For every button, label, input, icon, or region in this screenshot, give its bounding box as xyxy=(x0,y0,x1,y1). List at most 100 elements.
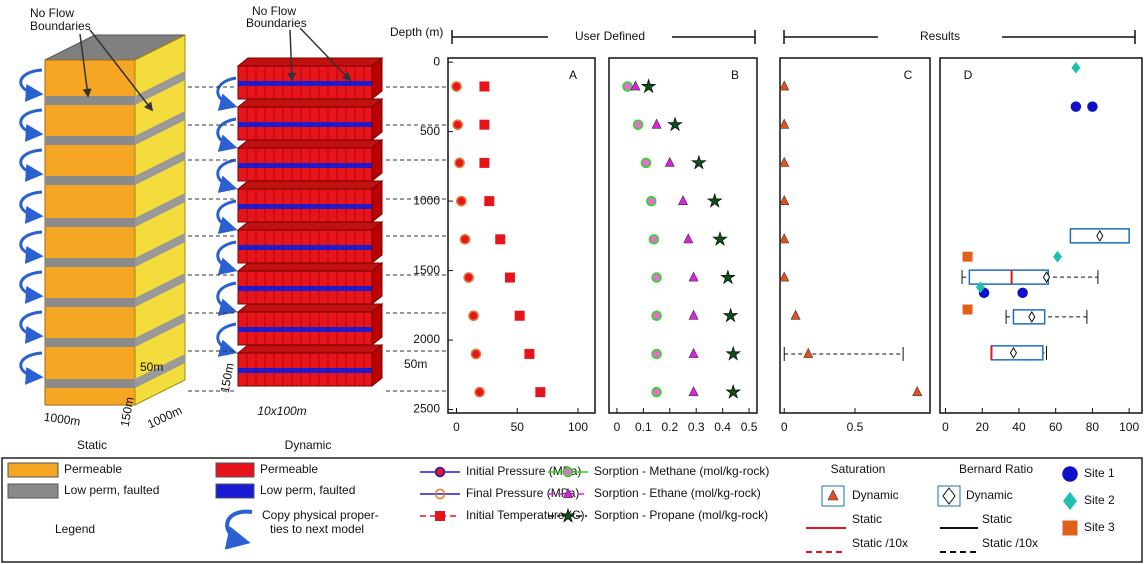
x-tick-label: 80 xyxy=(1086,420,1100,434)
dyn-side xyxy=(371,97,383,142)
legend-marker xyxy=(1062,466,1078,482)
data-point xyxy=(779,195,790,206)
x-tick-label: 0.1 xyxy=(635,420,652,434)
label: 10x100m xyxy=(257,404,306,418)
static-fault-side xyxy=(135,111,185,145)
data-point xyxy=(779,80,790,91)
legend-label: Dynamic xyxy=(852,488,899,502)
data-point xyxy=(648,234,660,245)
legend-title: Legend xyxy=(55,522,95,536)
x-tick-label: 100 xyxy=(568,420,588,434)
dyn-side xyxy=(371,179,383,224)
dyn-fault xyxy=(238,245,372,250)
pointer xyxy=(287,29,297,82)
data-point xyxy=(962,304,973,315)
panel-frame xyxy=(779,57,931,414)
static-fault xyxy=(45,176,135,185)
copy-arrow xyxy=(19,270,44,304)
data-point xyxy=(688,347,699,358)
data-point xyxy=(651,348,662,360)
x-tick-label: 0 xyxy=(614,420,621,434)
data-point xyxy=(1087,101,1098,112)
legend-frame xyxy=(1,457,1143,563)
static-fault xyxy=(45,338,135,347)
y-tick-label: 1500 xyxy=(413,263,440,277)
label: Boundaries xyxy=(246,16,307,30)
copy-arrow xyxy=(216,76,238,111)
panel-letter: B xyxy=(731,68,739,82)
data-point xyxy=(651,310,662,321)
data-point xyxy=(779,118,790,129)
copy-arrow xyxy=(19,351,44,385)
dyn-top xyxy=(236,262,384,272)
x-tick-label: 0 xyxy=(942,420,949,434)
static-front xyxy=(44,59,136,406)
data-point xyxy=(1053,250,1063,263)
data-point xyxy=(688,309,699,320)
legend-title: Bernard Ratio xyxy=(959,462,1033,476)
x-tick-label: 20 xyxy=(976,420,990,434)
legend-label: Copy physical proper- xyxy=(262,508,379,522)
copy-arrow xyxy=(216,322,238,357)
legend-label: Site 3 xyxy=(1084,520,1115,534)
dyn-side xyxy=(371,343,383,388)
legend-label: Static /10x xyxy=(852,536,908,550)
mean xyxy=(1042,271,1051,284)
section-header: User Defined xyxy=(575,29,645,43)
data-point xyxy=(688,271,699,282)
static-fault-side xyxy=(135,273,185,307)
dyn-fault xyxy=(238,122,372,127)
x-tick-label: 0.5 xyxy=(741,420,758,434)
label: 50m xyxy=(140,360,163,374)
x-tick-label: 0.3 xyxy=(688,420,705,434)
dyn-fault xyxy=(238,163,372,168)
data-point xyxy=(504,272,515,283)
data-point xyxy=(495,234,506,245)
legend-marker xyxy=(435,511,445,521)
dyn-side xyxy=(371,220,383,265)
data-point xyxy=(484,196,495,207)
panel-frame xyxy=(608,57,758,414)
data-point xyxy=(535,387,546,398)
x-tick-label: 60 xyxy=(1049,420,1063,434)
copy-arrow xyxy=(216,281,238,316)
data-point xyxy=(688,386,699,397)
data-point xyxy=(779,233,790,244)
panel-letter: C xyxy=(904,68,913,82)
y-axis-label: Depth (m) xyxy=(390,25,443,39)
copy-arrow xyxy=(19,190,44,224)
label: 1000m xyxy=(145,403,184,431)
mean xyxy=(1009,346,1018,359)
x-tick-label: 50 xyxy=(511,420,525,434)
dyn-side xyxy=(371,56,383,101)
legend-marker xyxy=(434,466,446,478)
legend-swatch xyxy=(215,483,255,499)
legend-label: Initial Pressure (MPa) xyxy=(466,464,581,478)
section-header: Results xyxy=(920,29,960,43)
data-point xyxy=(712,231,728,246)
legend-label: Site 1 xyxy=(1084,466,1115,480)
legend-marker xyxy=(827,489,839,501)
data-point xyxy=(651,272,662,283)
data-point xyxy=(725,384,742,399)
data-point xyxy=(664,156,675,167)
label: Dynamic xyxy=(285,438,332,452)
panel-frame xyxy=(939,57,1143,414)
dyn-fault xyxy=(238,327,372,332)
data-point xyxy=(452,119,463,130)
data-point xyxy=(790,309,801,320)
bracket-gap xyxy=(878,28,1002,46)
label: No Flow xyxy=(252,4,296,18)
legend-label: Low perm, faulted xyxy=(260,483,355,497)
dyn-fault xyxy=(238,204,372,209)
dyn-top xyxy=(236,221,384,231)
legend-marker xyxy=(563,487,573,498)
legend-swatch xyxy=(7,462,59,478)
legend-marker xyxy=(942,487,956,505)
data-point xyxy=(667,116,683,132)
dyn-top xyxy=(236,303,384,313)
x-tick-label: 0.4 xyxy=(714,420,731,434)
data-point xyxy=(514,310,525,321)
data-point xyxy=(975,281,985,294)
